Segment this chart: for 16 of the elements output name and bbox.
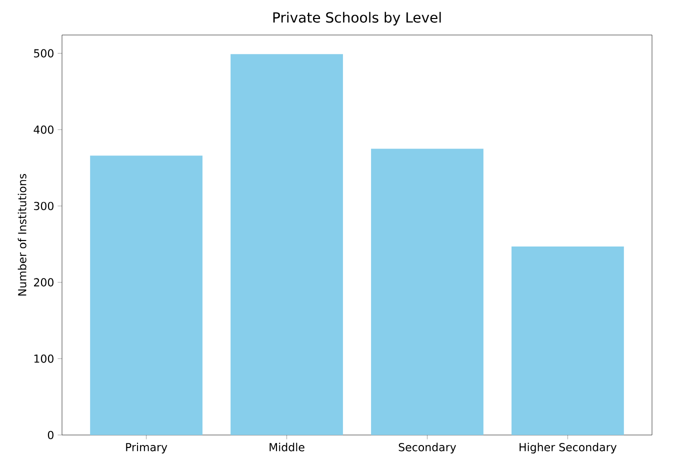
y-tick-label: 500 [34,49,54,58]
chart-title: Private Schools by Level [273,12,441,26]
x-tick-label: Primary [126,442,168,454]
y-axis-title: Number of Institutions [18,174,26,296]
y-tick-label: 300 [34,202,54,210]
x-tick-label: Secondary [398,442,456,454]
y-tick-label: 100 [34,354,54,363]
bar [90,156,202,435]
bar [371,148,484,435]
x-tick-label: Middle [270,442,304,452]
bar [230,54,343,435]
y-tick-label: 400 [34,126,54,134]
y-tick-label: 0 [48,430,54,440]
y-tick-label: 200 [34,278,54,286]
bar [512,246,624,435]
x-tick-label: Higher Secondary [520,442,617,454]
